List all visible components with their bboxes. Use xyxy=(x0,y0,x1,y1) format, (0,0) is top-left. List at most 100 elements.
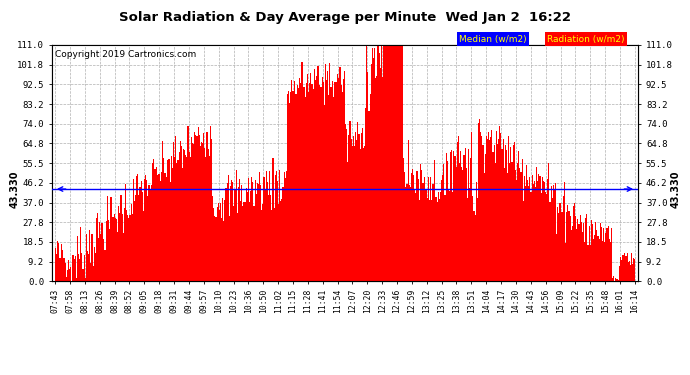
Bar xyxy=(121,214,123,281)
Bar xyxy=(139,187,141,281)
Bar xyxy=(318,66,319,281)
Bar xyxy=(422,183,423,281)
Bar xyxy=(583,223,584,281)
Bar xyxy=(235,170,237,281)
Bar xyxy=(325,64,326,281)
Bar xyxy=(285,178,286,281)
Bar xyxy=(365,108,366,281)
Bar xyxy=(628,262,629,281)
Bar xyxy=(403,158,404,281)
Bar xyxy=(399,36,400,281)
Bar xyxy=(74,259,75,281)
Bar xyxy=(248,178,249,281)
Bar xyxy=(241,185,242,281)
Bar xyxy=(414,189,415,281)
Bar xyxy=(520,172,522,281)
Bar xyxy=(368,111,370,281)
Bar xyxy=(630,266,631,281)
Bar xyxy=(231,180,232,281)
Bar xyxy=(366,36,367,281)
Bar xyxy=(247,192,248,281)
Bar xyxy=(224,200,226,281)
Bar xyxy=(163,158,164,281)
Bar xyxy=(76,278,77,281)
Bar xyxy=(367,72,368,281)
Bar xyxy=(56,254,57,281)
Bar xyxy=(60,258,61,281)
Bar xyxy=(289,103,290,281)
Bar xyxy=(497,144,498,281)
Bar xyxy=(537,181,538,281)
Bar xyxy=(286,171,287,281)
Bar xyxy=(168,159,170,281)
Bar xyxy=(354,146,355,281)
Text: Copyright 2019 Cartronics.com: Copyright 2019 Cartronics.com xyxy=(55,50,196,59)
Bar xyxy=(244,202,246,281)
Bar xyxy=(525,186,526,281)
Bar xyxy=(101,223,103,281)
Bar xyxy=(443,164,444,281)
Bar xyxy=(233,207,235,281)
Bar xyxy=(295,94,296,281)
Bar xyxy=(589,226,590,281)
Bar xyxy=(486,136,487,281)
Bar xyxy=(188,152,190,281)
Bar xyxy=(294,81,295,281)
Bar xyxy=(391,36,392,281)
Bar xyxy=(348,135,349,281)
Bar xyxy=(473,211,475,281)
Bar xyxy=(488,132,489,281)
Bar xyxy=(107,196,108,281)
Bar xyxy=(150,184,152,281)
Bar xyxy=(612,278,613,281)
Bar xyxy=(86,234,87,281)
Bar xyxy=(220,203,221,281)
Bar xyxy=(388,36,390,281)
Bar xyxy=(184,150,185,281)
Bar xyxy=(319,86,320,281)
Bar xyxy=(327,70,328,281)
Bar xyxy=(260,185,262,281)
Bar xyxy=(115,218,116,281)
Bar xyxy=(571,230,572,281)
Bar xyxy=(336,82,337,281)
Bar xyxy=(417,179,419,281)
Bar xyxy=(277,181,278,281)
Bar xyxy=(496,131,497,281)
Bar xyxy=(148,185,150,281)
Bar xyxy=(337,74,338,281)
Bar xyxy=(517,163,518,281)
Bar xyxy=(228,174,229,281)
Bar xyxy=(446,161,448,281)
Bar xyxy=(97,213,98,281)
Bar xyxy=(271,210,273,281)
Bar xyxy=(275,176,276,281)
Bar xyxy=(453,151,455,281)
Bar xyxy=(174,157,175,281)
Bar xyxy=(316,76,317,281)
Bar xyxy=(562,212,563,281)
Bar xyxy=(549,202,551,281)
Bar xyxy=(333,98,334,281)
Bar xyxy=(585,217,586,281)
Bar xyxy=(212,196,213,281)
Bar xyxy=(621,261,622,281)
Bar xyxy=(127,215,128,281)
Bar xyxy=(423,183,424,281)
Bar xyxy=(461,167,462,281)
Bar xyxy=(249,202,250,281)
Bar xyxy=(145,175,146,281)
Bar xyxy=(582,232,583,281)
Bar xyxy=(203,133,204,281)
Bar xyxy=(259,172,260,281)
Bar xyxy=(155,170,156,281)
Bar xyxy=(586,214,587,281)
Bar xyxy=(460,151,461,281)
Bar xyxy=(613,276,614,281)
Text: 43.330: 43.330 xyxy=(671,170,680,208)
Bar xyxy=(128,218,130,281)
Bar xyxy=(555,183,556,281)
Bar xyxy=(402,36,403,281)
Bar xyxy=(482,145,484,281)
Bar xyxy=(298,88,299,281)
